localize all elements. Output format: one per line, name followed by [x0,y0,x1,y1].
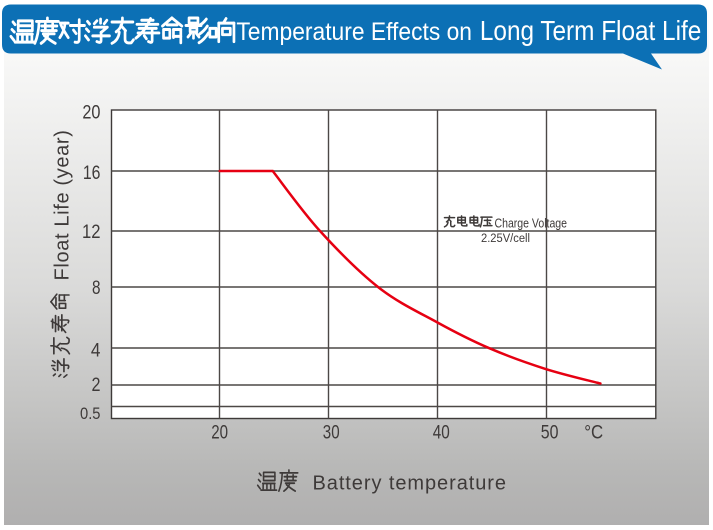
svg-text:0.5: 0.5 [80,404,101,423]
svg-text:2.25V/cell: 2.25V/cell [481,233,530,245]
svg-text:Float Life (year): Float Life (year) [51,130,73,280]
svg-text:Battery temperature: Battery temperature [313,473,507,495]
svg-text:4: 4 [91,340,101,362]
svg-text:8: 8 [92,277,101,299]
svg-text:12: 12 [82,221,101,243]
svg-text:20: 20 [82,102,100,124]
svg-text:Long Term Float Life: Long Term Float Life [480,15,701,46]
svg-text:2: 2 [92,374,101,396]
svg-text:20: 20 [211,421,228,443]
svg-text:Charge Voltage: Charge Voltage [495,215,568,230]
svg-text:Temperature Effects on: Temperature Effects on [236,18,472,46]
svg-text:40: 40 [433,421,450,443]
svg-text:50: 50 [541,421,559,443]
svg-text:16: 16 [83,162,101,184]
svg-text:30: 30 [323,421,340,443]
svg-text:°C: °C [584,421,603,443]
